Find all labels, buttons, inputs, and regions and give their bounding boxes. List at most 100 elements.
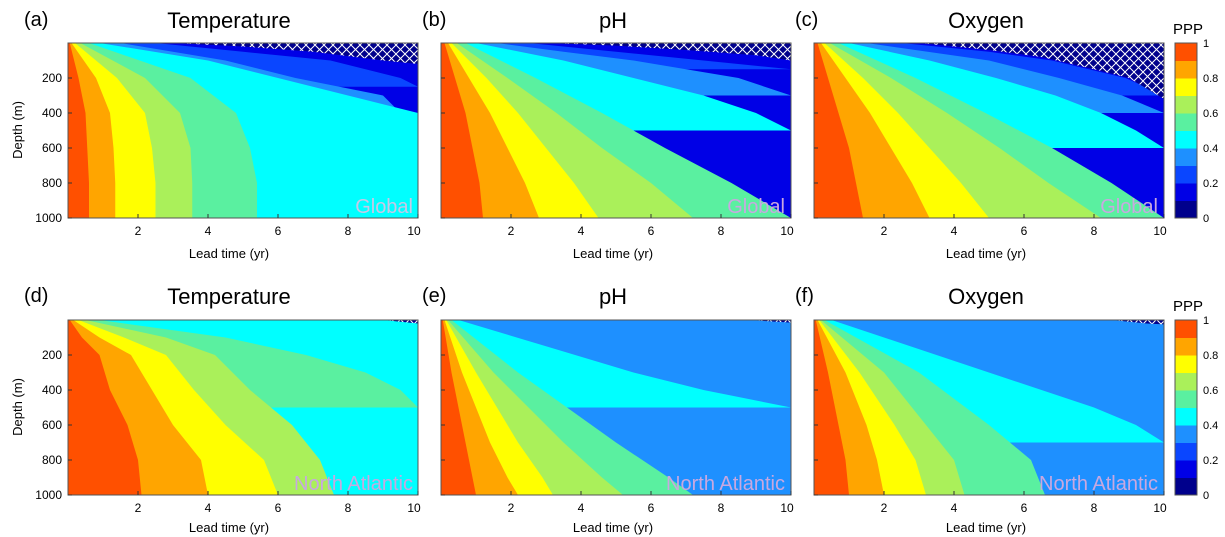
region-label: North Atlantic xyxy=(1039,473,1158,495)
region-label: Global xyxy=(355,196,413,218)
x-tick-label: 4 xyxy=(205,501,212,515)
x-tick-label: 6 xyxy=(275,501,282,515)
colorbar-bottom: PPP 1 0.8 0.6 0.4 0.2 0 xyxy=(1173,298,1218,502)
y-tick-label: 200 xyxy=(42,348,62,362)
contour-fill-0.9 xyxy=(814,43,863,218)
x-tick-label: 10 xyxy=(1153,224,1167,238)
colorbar-swatch xyxy=(1175,113,1197,131)
colorbar-label: PPP xyxy=(1173,21,1203,38)
panel-title: pH xyxy=(599,284,627,309)
x-axis-label: Lead time (yr) xyxy=(573,246,653,261)
x-tick-label: 6 xyxy=(1021,501,1028,515)
panel-d: (d) Temperature 2 4 6 8 10 200 400 600 800 1000 L… xyxy=(10,284,421,535)
plot-area: 2 4 6 8 10 200 400 600 800 1000 xyxy=(35,319,421,515)
region-label: North Atlantic xyxy=(666,473,785,495)
x-tick-label: 6 xyxy=(648,224,655,238)
panel-letter: (a) xyxy=(24,9,48,31)
colorbar-swatch xyxy=(1175,148,1197,166)
x-tick-label: 4 xyxy=(578,501,585,515)
x-tick-label: 4 xyxy=(951,501,958,515)
colorbar-tick-label: 1 xyxy=(1203,38,1209,50)
colorbar-tick-label: 0 xyxy=(1203,490,1209,502)
colorbar-tick-label: 0.6 xyxy=(1203,108,1218,120)
contour-fill-0.9 xyxy=(441,43,483,218)
contour-fill-0.9 xyxy=(441,320,476,495)
axes-frame xyxy=(813,42,1165,219)
panel-e: (e) pH 2 4 6 8 10 Lead time (yr) North Atlan… xyxy=(422,284,794,535)
colorbar-swatch xyxy=(1175,320,1197,338)
y-tick-label: 600 xyxy=(42,418,62,432)
y-tick-label: 400 xyxy=(42,106,62,120)
colorbar-swatch xyxy=(1175,460,1197,478)
plot-area: 2 4 6 8 10 xyxy=(813,42,1167,238)
hatched-region xyxy=(749,320,791,323)
contour-fill-0.9 xyxy=(68,320,142,495)
x-tick-label: 8 xyxy=(718,224,725,238)
y-tick-label: 600 xyxy=(42,141,62,155)
y-tick-label: 1000 xyxy=(35,211,62,225)
colorbar-swatch xyxy=(1175,95,1197,114)
x-axis-label: Lead time (yr) xyxy=(189,520,269,535)
x-tick-label: 8 xyxy=(345,224,352,238)
panel-title: Temperature xyxy=(167,284,291,309)
x-tick-label: 2 xyxy=(135,501,142,515)
hatched-region xyxy=(919,43,1164,99)
region-label: Global xyxy=(1100,196,1158,218)
colorbar-label: PPP xyxy=(1173,298,1203,315)
y-tick-label: 800 xyxy=(42,176,62,190)
x-tick-label: 2 xyxy=(135,224,142,238)
colorbar-tick-label: 0.2 xyxy=(1203,455,1218,467)
panel-a: (a) Temperature 2 4 6 8 10 200 400 600 800 1000 L… xyxy=(10,8,421,261)
panel-letter: (c) xyxy=(795,9,818,31)
panel-c: (c) Oxygen 2 4 6 8 10 Lead time (yr) Global xyxy=(795,8,1167,261)
x-tick-label: 6 xyxy=(1021,224,1028,238)
colorbar-tick-label: 0.2 xyxy=(1203,178,1218,190)
colorbar-swatch xyxy=(1175,372,1197,391)
hatched-region xyxy=(546,43,791,61)
x-axis-label: Lead time (yr) xyxy=(946,520,1026,535)
colorbar-tick-label: 0.4 xyxy=(1203,143,1218,155)
colorbar-swatch xyxy=(1175,425,1197,443)
colorbar-tick-label: 0.8 xyxy=(1203,350,1218,362)
x-tick-label: 6 xyxy=(275,224,282,238)
colorbar-frame xyxy=(1174,319,1198,496)
x-tick-label: 10 xyxy=(780,501,794,515)
x-axis-label: Lead time (yr) xyxy=(946,246,1026,261)
panel-letter: (f) xyxy=(795,285,814,307)
axes-frame xyxy=(440,42,792,219)
y-tick-label: 400 xyxy=(42,383,62,397)
colorbar-top: PPP 1 0.8 0.6 0.4 0.2 0 xyxy=(1173,21,1218,225)
y-tick-label: 200 xyxy=(42,71,62,85)
axes-frame xyxy=(440,319,792,496)
colorbar-swatch xyxy=(1175,442,1197,461)
x-tick-label: 10 xyxy=(407,501,421,515)
y-axis-label: Depth (m) xyxy=(10,101,25,159)
colorbar-swatch xyxy=(1175,477,1197,496)
colorbar-swatch xyxy=(1175,165,1197,184)
panel-letter: (d) xyxy=(24,285,48,307)
panel-title: Temperature xyxy=(167,8,291,33)
x-tick-label: 2 xyxy=(508,224,515,238)
x-tick-label: 8 xyxy=(1091,224,1098,238)
x-tick-label: 8 xyxy=(345,501,352,515)
plot-area: 2 4 6 8 10 xyxy=(440,42,794,238)
y-axis-label: Depth (m) xyxy=(10,378,25,436)
colorbar-tick-label: 0.6 xyxy=(1203,385,1218,397)
contour-fill-0.9 xyxy=(68,43,89,218)
x-tick-label: 4 xyxy=(578,224,585,238)
x-tick-label: 10 xyxy=(780,224,794,238)
colorbar-swatch xyxy=(1175,78,1197,96)
y-tick-label: 800 xyxy=(42,453,62,467)
plot-area: 2 4 6 8 10 200 400 600 800 1000 xyxy=(35,42,421,238)
colorbar-tick-label: 0.8 xyxy=(1203,73,1218,85)
x-tick-label: 6 xyxy=(648,501,655,515)
x-tick-label: 10 xyxy=(407,224,421,238)
x-tick-label: 8 xyxy=(718,501,725,515)
panel-f: (f) Oxygen 2 4 6 8 10 Lead time (yr) North A… xyxy=(795,284,1167,535)
panel-title: pH xyxy=(599,8,627,33)
colorbar-swatch xyxy=(1175,390,1197,408)
colorbar-swatch xyxy=(1175,407,1197,426)
panel-letter: (b) xyxy=(422,9,446,31)
colorbar-swatch xyxy=(1175,355,1197,373)
